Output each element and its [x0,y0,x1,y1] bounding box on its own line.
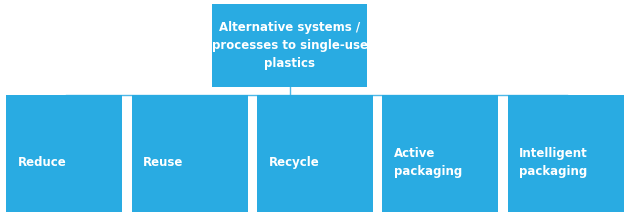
FancyBboxPatch shape [132,95,248,212]
FancyBboxPatch shape [508,95,624,212]
Text: Intelligent
packaging: Intelligent packaging [519,147,588,178]
FancyBboxPatch shape [212,4,367,87]
FancyBboxPatch shape [6,95,122,212]
FancyBboxPatch shape [382,95,498,212]
Text: Reuse: Reuse [143,156,184,169]
FancyBboxPatch shape [257,95,373,212]
Text: Reduce: Reduce [18,156,66,169]
Text: Alternative systems /
processes to single-use
plastics: Alternative systems / processes to singl… [211,21,368,70]
Text: Active
packaging: Active packaging [394,147,462,178]
Text: Recycle: Recycle [268,156,319,169]
